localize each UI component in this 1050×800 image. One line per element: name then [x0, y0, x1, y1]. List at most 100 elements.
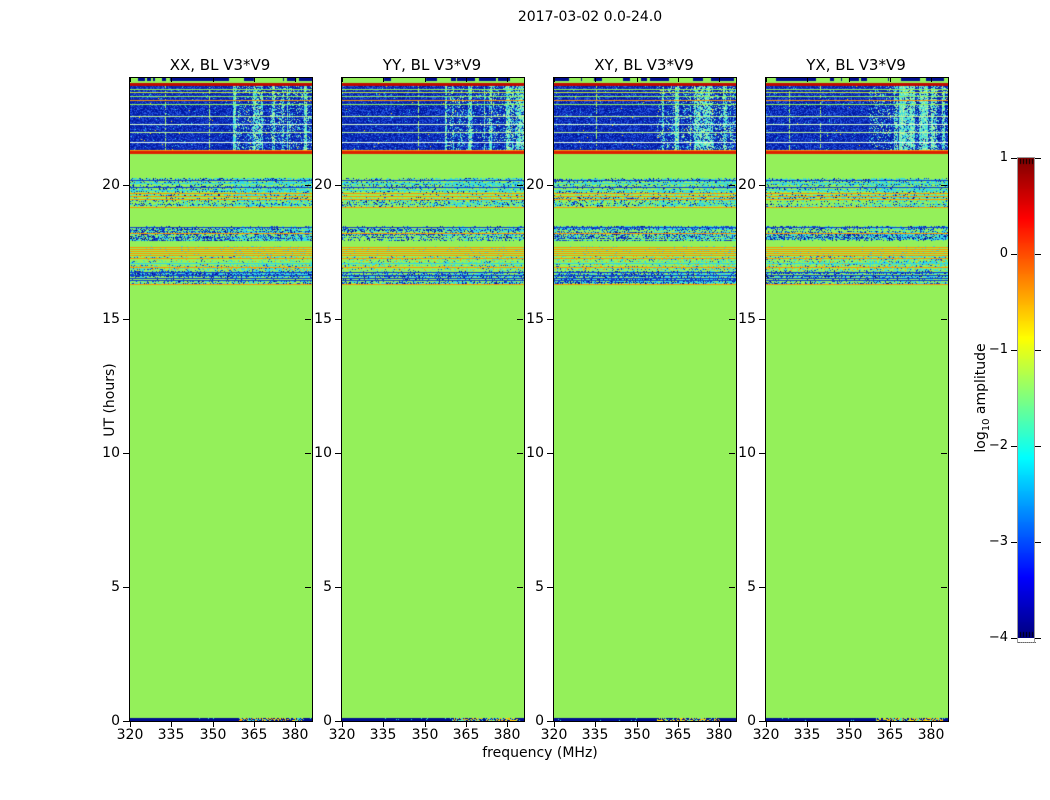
y-tick-label: 5 — [111, 579, 120, 595]
y-tick-label: 15 — [314, 311, 332, 327]
panel-title: XX, BL V3*V9 — [169, 56, 271, 74]
y-tick-label: 10 — [102, 445, 120, 461]
figure-title: 2017-03-02 0.0-24.0 — [517, 9, 663, 25]
y-tick-label: 15 — [526, 311, 544, 327]
y-right-tick-mark — [729, 587, 735, 588]
y-right-tick-mark — [305, 453, 311, 454]
x-tick-label: 365 — [452, 727, 480, 743]
spectrogram-panel — [765, 77, 949, 722]
x-tick-label: 350 — [835, 727, 863, 743]
x-tick-mark — [890, 722, 891, 727]
x-top-tick-mark — [807, 78, 808, 82]
x-tick-label: 380 — [917, 727, 945, 743]
y-tick-mark — [759, 185, 765, 186]
colorbar-tick-label: 1 — [999, 150, 1008, 165]
colorbar-tick-mark-right — [1035, 254, 1041, 255]
panel-title: XY, BL V3*V9 — [594, 56, 694, 74]
y-tick-mark — [123, 185, 129, 186]
spectrogram-heatmap — [766, 78, 948, 721]
y-tick-mark — [123, 587, 129, 588]
y-tick-mark — [123, 453, 129, 454]
y-tick-mark — [759, 319, 765, 320]
y-tick-mark — [335, 587, 341, 588]
x-tick-label: 320 — [328, 727, 356, 743]
x-tick-label: 365 — [876, 727, 904, 743]
x-tick-label: 380 — [705, 727, 733, 743]
colorbar-tick-label: −1 — [988, 342, 1008, 357]
x-tick-mark — [383, 722, 384, 727]
colorbar-tick-mark-right — [1035, 638, 1041, 639]
panel-title: YX, BL V3*V9 — [806, 56, 906, 74]
y-right-tick-mark — [941, 453, 947, 454]
x-top-tick-mark — [507, 78, 508, 82]
x-tick-label: 350 — [411, 727, 439, 743]
x-top-tick-mark — [171, 78, 172, 82]
x-top-tick-mark — [554, 78, 555, 82]
y-axis-label: UT (hours) — [102, 363, 118, 437]
colorbar-tick-mark-left — [1011, 542, 1017, 543]
x-tick-label: 320 — [116, 727, 144, 743]
y-right-tick-mark — [517, 453, 523, 454]
y-tick-label: 20 — [314, 177, 332, 193]
colorbar-tick-mark-right — [1035, 350, 1041, 351]
x-top-tick-mark — [678, 78, 679, 82]
y-right-tick-mark — [517, 185, 523, 186]
y-right-tick-mark — [305, 185, 311, 186]
y-tick-label: 20 — [738, 177, 756, 193]
x-tick-mark — [295, 722, 296, 727]
x-tick-label: 320 — [540, 727, 568, 743]
colorbar-tick-mark-right — [1035, 158, 1041, 159]
x-top-tick-mark — [595, 78, 596, 82]
colorbar-tick-mark-left — [1011, 158, 1017, 159]
y-tick-mark — [547, 453, 553, 454]
x-tick-mark — [678, 722, 679, 727]
y-tick-mark — [759, 453, 765, 454]
y-tick-mark — [547, 319, 553, 320]
y-right-tick-mark — [729, 721, 735, 722]
y-tick-label: 15 — [102, 311, 120, 327]
y-tick-label: 5 — [323, 579, 332, 595]
y-tick-mark — [123, 721, 129, 722]
y-right-tick-mark — [517, 721, 523, 722]
x-tick-label: 335 — [157, 727, 185, 743]
x-axis-label: frequency (MHz) — [482, 745, 598, 761]
x-top-tick-mark — [466, 78, 467, 82]
y-tick-mark — [123, 319, 129, 320]
y-right-tick-mark — [517, 319, 523, 320]
x-tick-label: 365 — [240, 727, 268, 743]
x-top-tick-mark — [849, 78, 850, 82]
panel-title: YY, BL V3*V9 — [382, 56, 482, 74]
y-tick-label: 10 — [526, 445, 544, 461]
x-tick-mark — [637, 722, 638, 727]
y-tick-label: 5 — [747, 579, 756, 595]
y-tick-mark — [335, 319, 341, 320]
x-tick-label: 320 — [752, 727, 780, 743]
x-tick-mark — [554, 722, 555, 727]
x-tick-mark — [807, 722, 808, 727]
y-right-tick-mark — [729, 185, 735, 186]
x-top-tick-mark — [766, 78, 767, 82]
colorbar-tick-label: −2 — [988, 438, 1008, 453]
colorbar-tick-mark-right — [1035, 542, 1041, 543]
x-tick-label: 335 — [581, 727, 609, 743]
x-tick-mark — [931, 722, 932, 727]
y-tick-label: 20 — [526, 177, 544, 193]
y-right-tick-mark — [941, 587, 947, 588]
x-tick-mark — [766, 722, 767, 727]
colorbar-tick-label: 0 — [999, 246, 1008, 261]
x-tick-label: 335 — [369, 727, 397, 743]
y-tick-label: 10 — [738, 445, 756, 461]
x-top-tick-mark — [130, 78, 131, 82]
y-tick-label: 0 — [111, 713, 120, 729]
x-tick-mark — [595, 722, 596, 727]
x-top-tick-mark — [295, 78, 296, 82]
x-tick-mark — [466, 722, 467, 727]
x-tick-mark — [849, 722, 850, 727]
x-top-tick-mark — [931, 78, 932, 82]
y-right-tick-mark — [517, 587, 523, 588]
x-tick-mark — [254, 722, 255, 727]
y-tick-mark — [759, 587, 765, 588]
x-tick-mark — [171, 722, 172, 727]
colorbar-tick-label: −4 — [988, 630, 1008, 645]
